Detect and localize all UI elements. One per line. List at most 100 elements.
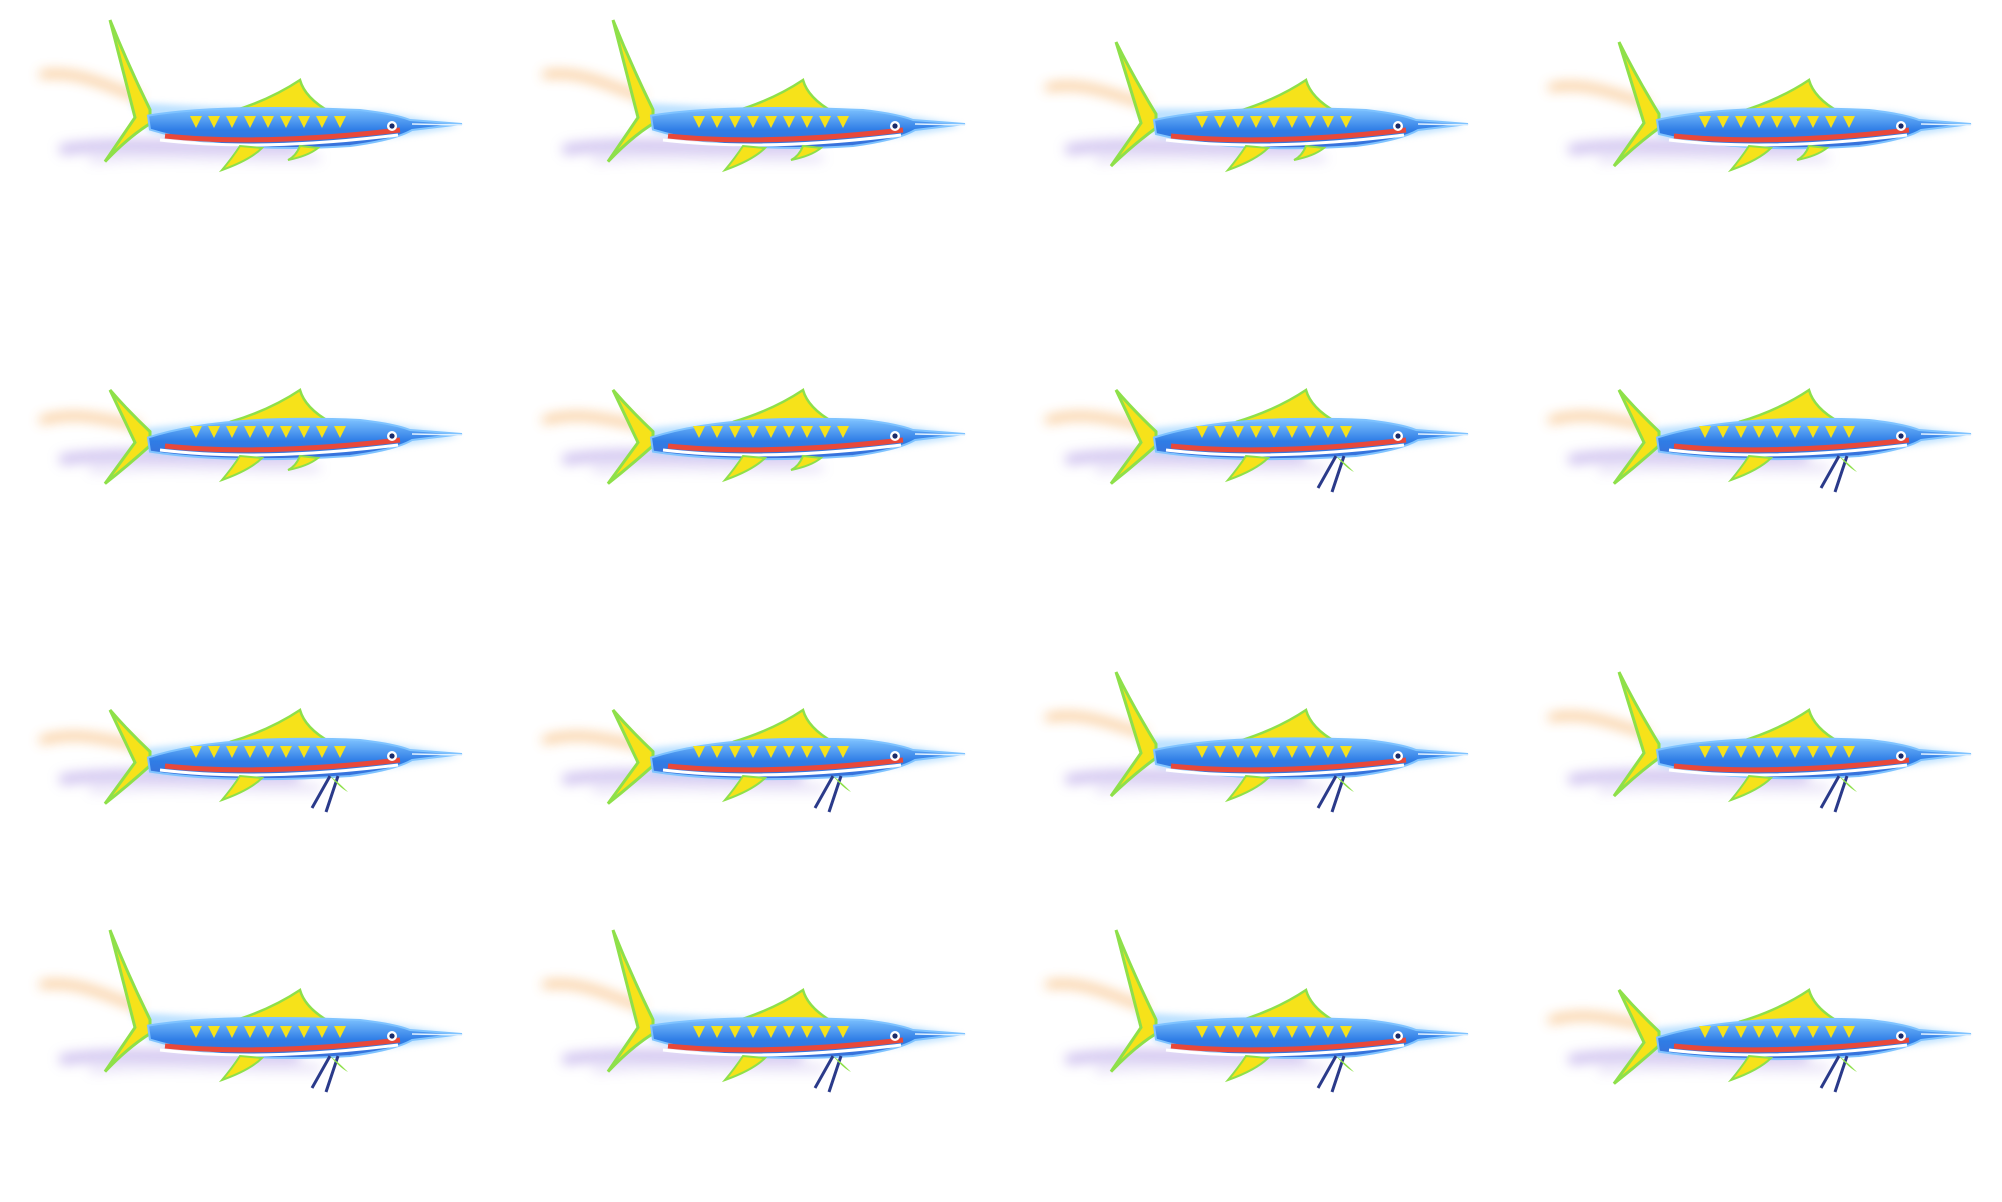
back-spines [1699,426,1855,438]
pectoral-spikes [813,775,851,813]
side-stripe-white [1668,133,1908,147]
swordfish-icon [39,708,463,813]
pelvic-fin [1727,144,1774,173]
swordfish-icon [542,19,966,173]
pelvic-fin [218,774,265,803]
side-stripe-white [1668,763,1908,777]
pelvic-fin [721,774,768,803]
pelvic-fin [1727,774,1774,803]
pectoral-fin [287,144,321,161]
bill [1920,1033,1972,1036]
swordfish-icon [1045,671,1469,813]
sprite-frame-2 [503,0,1003,300]
side-stripe-white [1668,1043,1908,1057]
side-stripe-red [667,127,904,143]
sprite-frame-11 [1006,590,1506,890]
swordfish-icon [39,929,463,1093]
back-spines [693,1026,849,1038]
side-stripe-white [159,1043,399,1057]
sprite-frame-4 [1509,0,2002,300]
bill [1920,433,1972,436]
pectoral-spikes [1316,775,1354,813]
dorsal-fin [229,988,335,1024]
sprite-frame-16 [1509,880,2002,1180]
side-stripe-white [159,133,399,147]
bill [1417,753,1469,756]
side-stripe-white [1165,133,1405,147]
tail-fin [1612,41,1661,168]
back-spines [190,116,346,128]
bill [411,753,463,756]
side-stripe-white [1165,763,1405,777]
back-spines [1196,426,1352,438]
dorsal-fin [732,78,838,114]
swordfish-icon [1548,988,1972,1093]
side-stripe-red [667,757,904,773]
pelvic-fin [218,1054,265,1083]
tail-fin [103,19,152,163]
tail-fin [1109,41,1158,168]
pectoral-fin [790,454,824,471]
dorsal-fin [732,988,838,1024]
dorsal-fin [1235,388,1341,424]
side-stripe-red [1170,437,1407,453]
back-spines [1699,1026,1855,1038]
dorsal-fin [1738,708,1844,744]
sprite-frame-15 [1006,880,1506,1180]
side-stripe-white [662,443,902,457]
swordfish-icon [1045,388,1469,493]
dorsal-fin [1738,388,1844,424]
bill [1417,123,1469,126]
dorsal-fin [229,388,335,424]
pectoral-spikes [1316,455,1354,493]
side-stripe-red [164,1037,401,1053]
bill [411,123,463,126]
pelvic-fin [218,454,265,483]
side-stripe-red [164,437,401,453]
pectoral-fin [1293,144,1327,161]
back-spines [190,426,346,438]
bill [914,753,966,756]
swordfish-icon [1045,41,1469,173]
side-stripe-white [159,443,399,457]
sprite-frame-3 [1006,0,1506,300]
side-stripe-white [159,763,399,777]
pectoral-fin [287,454,321,471]
sprite-frame-14 [503,880,1003,1180]
dorsal-fin [1738,988,1844,1024]
pectoral-spikes [1819,775,1857,813]
side-stripe-white [1668,443,1908,457]
side-stripe-red [1170,127,1407,143]
dorsal-fin [1235,708,1341,744]
tail-fin [1612,671,1661,798]
sprite-frame-8 [1509,290,2002,590]
tail-fin [1109,671,1158,798]
bill [914,123,966,126]
dorsal-fin [229,708,335,744]
dorsal-fin [732,708,838,744]
dorsal-fin [229,78,335,114]
swordfish-icon [542,708,966,813]
sprite-frame-13 [0,880,500,1180]
dorsal-fin [1235,988,1341,1024]
pectoral-spikes [813,1055,851,1093]
swordfish-icon [1548,388,1972,493]
dorsal-fin [732,388,838,424]
swordfish-icon [1548,671,1972,813]
dorsal-fin [1235,78,1341,114]
side-stripe-white [662,763,902,777]
sprite-frame-5 [0,290,500,590]
pectoral-spikes [1819,1055,1857,1093]
side-stripe-white [1165,1043,1405,1057]
side-stripe-red [667,437,904,453]
side-stripe-white [1165,443,1405,457]
pelvic-fin [1727,454,1774,483]
pectoral-spikes [310,775,348,813]
side-stripe-red [1673,127,1910,143]
side-stripe-white [662,133,902,147]
back-spines [1196,116,1352,128]
pectoral-fin [1796,144,1830,161]
pelvic-fin [1224,454,1271,483]
side-stripe-red [1170,1037,1407,1053]
bill [914,433,966,436]
